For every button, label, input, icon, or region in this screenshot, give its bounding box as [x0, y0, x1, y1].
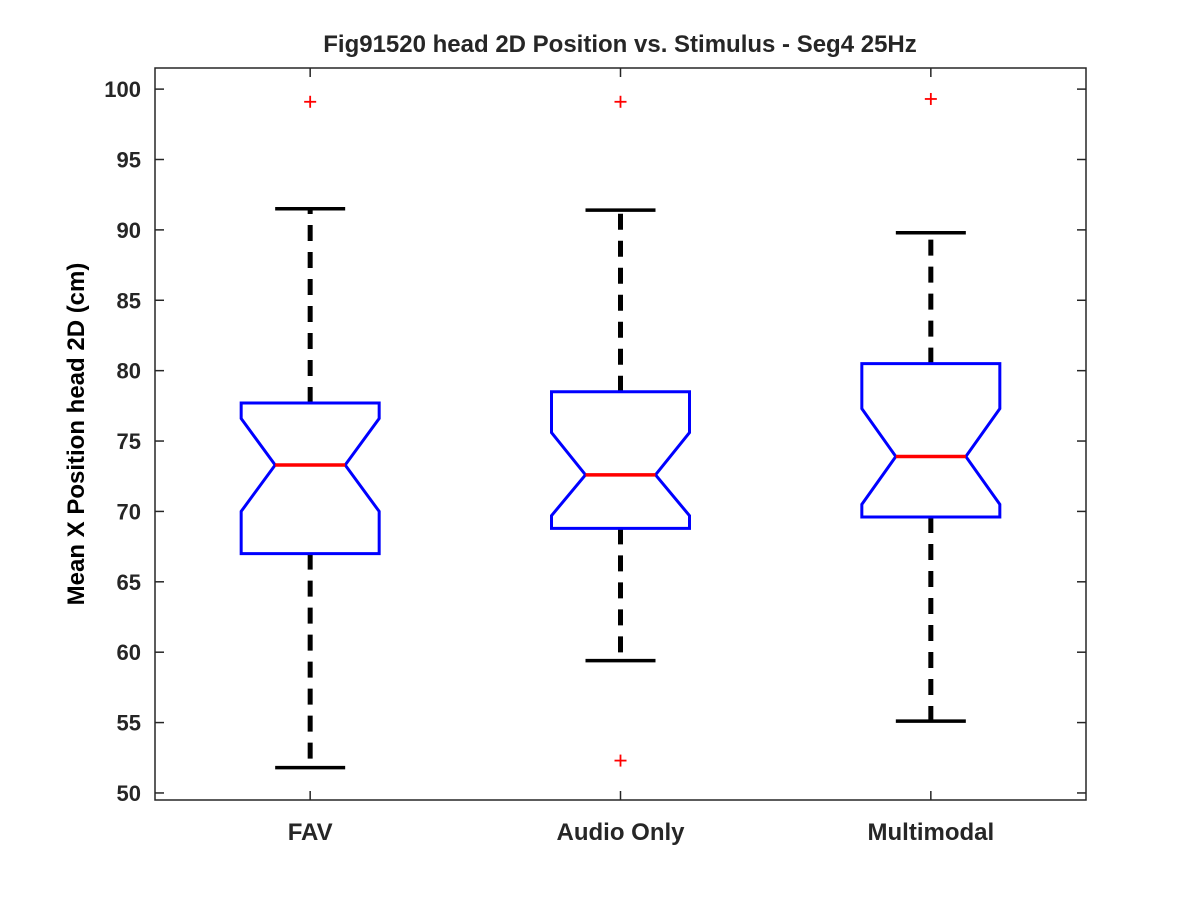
x-tick-label: Multimodal: [868, 819, 995, 846]
x-tick-label: FAV: [288, 819, 333, 846]
y-axis-label: Mean X Position head 2D (cm): [63, 263, 90, 606]
y-tick-label: 85: [117, 288, 141, 313]
outlier-marker: [924, 92, 937, 105]
outlier-marker: [614, 95, 627, 108]
y-tick-label: 100: [104, 77, 141, 102]
box-fav: [239, 95, 381, 770]
y-tick-label: 55: [117, 711, 141, 736]
outlier-marker: [614, 754, 627, 767]
y-tick-label: 65: [117, 570, 141, 595]
box-multimodal: [860, 92, 1002, 723]
y-tick-label: 70: [117, 499, 141, 524]
y-tick-label: 80: [117, 359, 141, 384]
y-tick-label: 90: [117, 218, 141, 243]
y-axis-ticks: 50 55 60 65 70 75 80 85 90 95 100: [104, 77, 1086, 806]
y-tick-label: 50: [117, 781, 141, 806]
boxes: [239, 92, 1002, 770]
box-audio-only: [550, 95, 691, 767]
chart-title: Fig91520 head 2D Position vs. Stimulus -…: [323, 31, 917, 58]
y-tick-label: 60: [117, 640, 141, 665]
plot-area: [154, 67, 1087, 801]
notched-box: [860, 362, 1002, 519]
x-tick-label: Audio Only: [557, 819, 686, 846]
y-tick-label: 75: [117, 429, 141, 454]
notched-box: [239, 401, 381, 556]
x-axis-categories: FAV Audio Only Multimodal: [288, 68, 994, 846]
outlier-marker: [304, 95, 317, 108]
notched-box: [550, 390, 691, 530]
y-tick-label: 95: [117, 148, 141, 173]
